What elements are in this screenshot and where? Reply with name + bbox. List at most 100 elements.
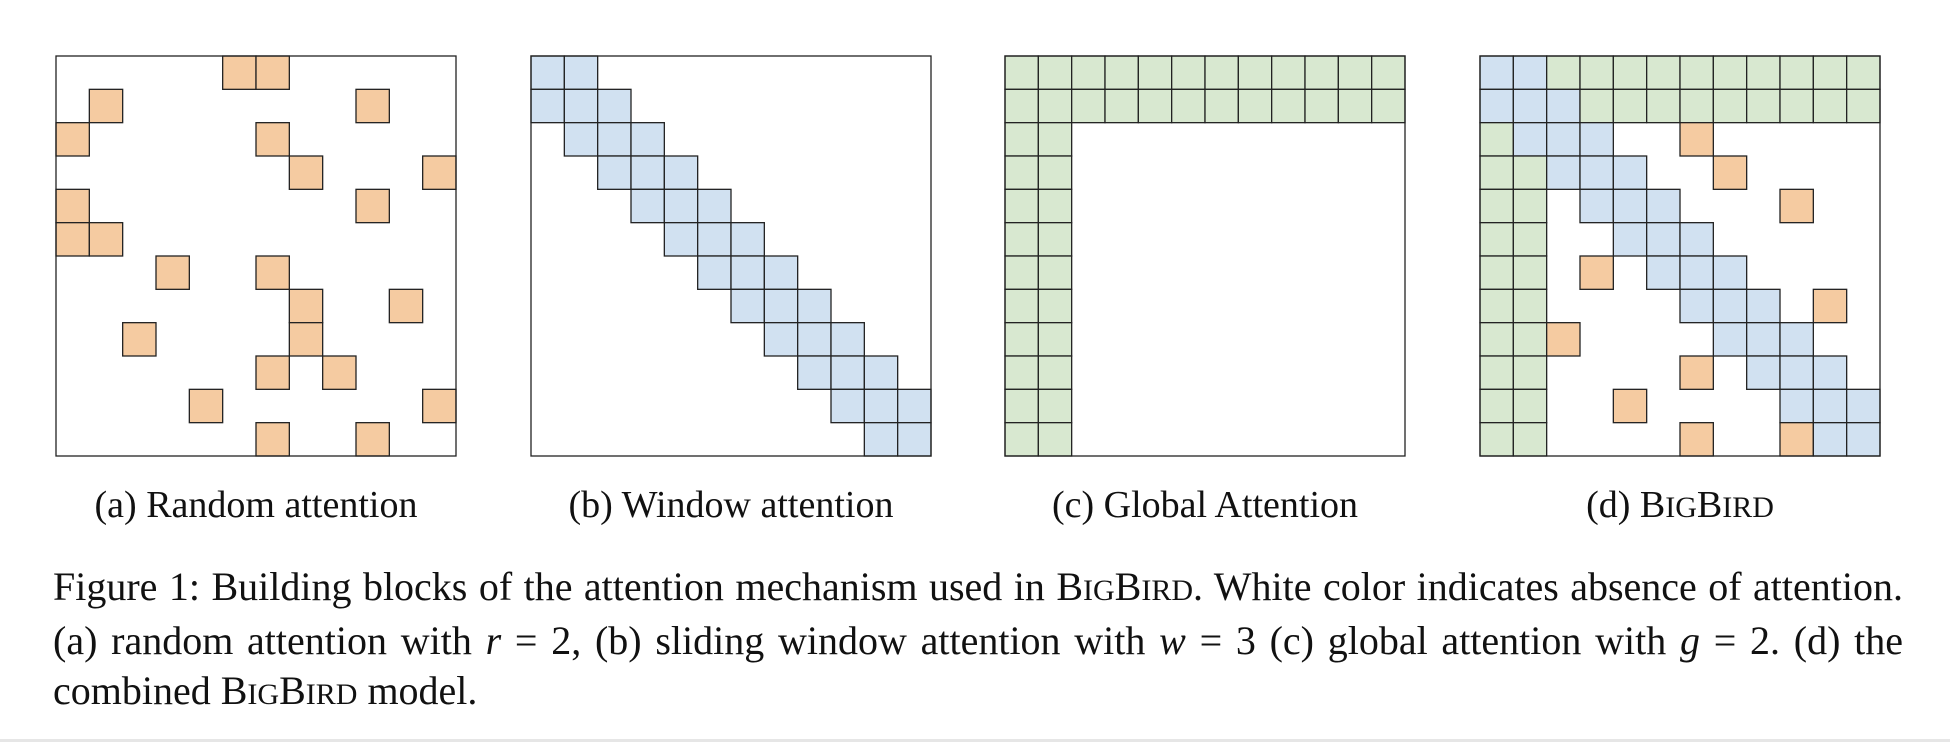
global-cell [1271,55,1306,90]
global-cell [1171,55,1206,90]
global-cell [1037,288,1073,324]
window-cell [730,222,765,257]
window-cell [763,322,799,357]
global-cell [1371,55,1406,90]
random-cell [422,155,457,190]
global-cell [1137,88,1173,124]
window-cell [663,188,699,224]
global-cell [1104,55,1139,90]
global-cell [1037,188,1073,224]
random-cell [1612,388,1648,424]
global-cell [1479,422,1514,457]
global-cell [1037,355,1073,390]
random-cell [55,122,90,157]
label-random-attention: (a) Random attention [94,484,418,526]
window-cell [597,88,632,124]
global-cell [1612,55,1648,90]
panel-global-attention [1003,54,1407,458]
random-cell [322,355,357,390]
window-cell [1579,188,1614,224]
window-cell [1679,222,1714,257]
random-cell [122,322,157,357]
window-cell [1779,388,1814,424]
global-cell [1646,88,1681,124]
global-attention-grid [1004,55,1406,457]
global-cell [1512,288,1548,324]
bottom-rule [0,739,1950,742]
global-cell [1204,55,1239,90]
random-attention-grid [55,55,457,457]
global-cell [1812,55,1848,90]
window-cell [730,255,765,290]
global-cell [1004,288,1039,324]
window-cell [797,355,832,390]
window-cell [1512,55,1548,90]
global-cell [1037,322,1073,357]
global-cell [1479,322,1514,357]
panel-bigbird-attention [1478,54,1882,458]
window-cell [1579,155,1614,190]
window-cell [530,55,565,90]
window-cell [1512,88,1548,124]
random-cell [355,422,390,457]
global-cell [1304,88,1339,124]
window-cell [1479,55,1514,90]
global-cell [1004,122,1039,157]
global-cell [1337,88,1373,124]
window-cell [830,322,865,357]
global-cell [1071,88,1106,124]
window-attention-grid [530,55,932,457]
window-cell [1512,122,1548,157]
random-cell [1679,422,1714,457]
global-cell [1004,88,1039,124]
window-cell [630,155,665,190]
window-cell [1679,255,1714,290]
global-cell [1846,55,1881,90]
random-cell [1679,122,1714,157]
window-cell [1479,88,1514,124]
random-cell [1679,355,1714,390]
global-cell [1037,88,1073,124]
window-cell [563,88,599,124]
global-cell [1004,355,1039,390]
random-cell [288,322,324,357]
global-cell [1512,388,1548,424]
global-cell [1779,88,1814,124]
random-cell [355,188,390,224]
global-cell [1037,55,1073,90]
random-cell [255,122,290,157]
window-cell [763,255,799,290]
global-cell [1071,55,1106,90]
global-cell [1512,155,1548,190]
window-cell [563,122,599,157]
global-cell [1646,55,1681,90]
window-cell [897,388,932,424]
panel-window-attention [529,54,933,458]
global-cell [1612,88,1648,124]
global-cell [1371,88,1406,124]
window-cell [1546,155,1581,190]
window-cell [863,388,899,424]
global-cell [1846,88,1881,124]
window-cell [1712,322,1748,357]
random-cell [188,388,224,424]
window-cell [563,55,599,90]
window-cell [763,288,799,324]
random-cell [388,288,424,324]
global-cell [1479,155,1514,190]
window-cell [897,422,932,457]
global-cell [1746,55,1781,90]
window-cell [1612,155,1648,190]
global-cell [1304,55,1339,90]
window-cell [1846,422,1881,457]
global-cell [1479,122,1514,157]
label-global-attention: (c) Global Attention [1051,484,1359,526]
global-cell [1479,288,1514,324]
global-cell [1512,422,1548,457]
random-cell [255,55,290,90]
window-cell [797,288,832,324]
global-cell [1004,55,1039,90]
random-cell [1546,322,1581,357]
panel-random-attention [54,54,458,458]
window-cell [1712,255,1748,290]
